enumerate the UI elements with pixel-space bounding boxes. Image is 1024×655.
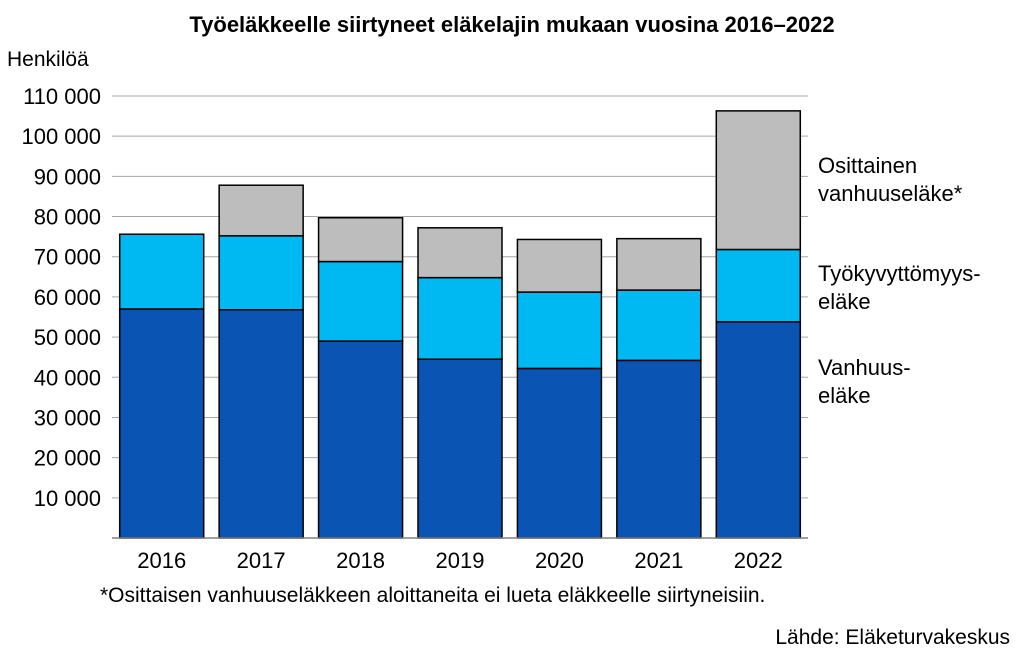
y-tick-label: 100 000 bbox=[21, 124, 101, 149]
x-tick-label: 2022 bbox=[734, 548, 783, 573]
y-tick-label: 90 000 bbox=[34, 164, 101, 189]
legend-label-line: eläke bbox=[818, 383, 871, 408]
bar-segment-disability bbox=[516, 291, 603, 370]
bar-segment-old-age bbox=[317, 340, 404, 539]
legend-disability-pension: Työkyvyttömyys- eläke bbox=[818, 260, 981, 316]
bar-segment-disability bbox=[218, 235, 304, 311]
legend-label-line: Työkyvyttömyys- bbox=[818, 261, 981, 286]
bar-segment-old-age bbox=[616, 359, 702, 539]
x-tick-label: 2020 bbox=[535, 548, 584, 573]
y-tick-label: 110 000 bbox=[23, 84, 101, 109]
y-axis-label: Henkilöä bbox=[7, 48, 89, 71]
x-tick-label: 2016 bbox=[137, 548, 186, 573]
bar-segment-partial bbox=[317, 217, 404, 263]
legend-partial-old-age-pension: Osittainen vanhuuseläke* bbox=[818, 152, 962, 208]
bar-segment-disability bbox=[616, 289, 702, 362]
bar-segment-partial bbox=[715, 110, 802, 251]
y-tick-label: 30 000 bbox=[34, 405, 101, 430]
legend-old-age-pension: Vanhuus- eläke bbox=[818, 354, 911, 410]
bar-segment-old-age bbox=[516, 367, 603, 539]
source-note: Lähde: Eläketurvakeskus bbox=[775, 626, 1010, 649]
footnote: *Osittaisen vanhuuseläkkeen aloittaneita… bbox=[100, 584, 766, 607]
bar-segment-partial bbox=[516, 238, 603, 293]
x-tick-label: 2019 bbox=[436, 548, 485, 573]
bar-segment-disability bbox=[317, 260, 404, 342]
y-tick-label: 50 000 bbox=[34, 325, 101, 350]
y-tick-label: 40 000 bbox=[34, 365, 101, 390]
bar-segment-disability bbox=[118, 233, 205, 310]
y-tick-label: 60 000 bbox=[34, 285, 101, 310]
bar-segment-partial bbox=[218, 184, 304, 237]
y-tick-label: 80 000 bbox=[34, 205, 101, 230]
bar-segment-partial bbox=[616, 237, 702, 291]
legend-label-line: Osittainen bbox=[818, 153, 918, 178]
x-tick-label: 2017 bbox=[237, 548, 286, 573]
bar-segment-old-age bbox=[417, 358, 503, 539]
y-tick-label: 10 000 bbox=[34, 486, 101, 511]
chart-title: Työeläkkeelle siirtyneet eläkelajin muka… bbox=[189, 12, 835, 37]
bar-segment-old-age bbox=[118, 308, 205, 539]
y-tick-label: 20 000 bbox=[34, 446, 101, 471]
bar-segment-disability bbox=[715, 248, 802, 323]
x-tick-label: 2018 bbox=[336, 548, 385, 573]
legend-label-line: vanhuuseläke* bbox=[818, 181, 963, 206]
legend-label-line: Vanhuus- bbox=[818, 355, 911, 380]
bar-segment-old-age bbox=[218, 309, 304, 539]
bar-segment-partial bbox=[417, 227, 503, 279]
bar-segment-disability bbox=[417, 276, 503, 360]
bar-segment-old-age bbox=[715, 321, 802, 539]
legend-label-line: eläke bbox=[818, 289, 871, 314]
y-tick-label: 70 000 bbox=[34, 245, 101, 270]
x-tick-label: 2021 bbox=[634, 548, 683, 573]
